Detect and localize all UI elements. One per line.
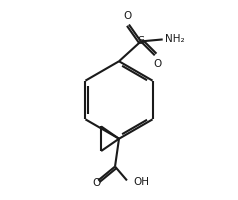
Text: O: O	[154, 59, 162, 69]
Text: O: O	[92, 178, 100, 188]
Text: OH: OH	[133, 177, 149, 187]
Text: S: S	[137, 36, 144, 46]
Text: O: O	[124, 11, 132, 21]
Text: NH₂: NH₂	[165, 34, 184, 44]
